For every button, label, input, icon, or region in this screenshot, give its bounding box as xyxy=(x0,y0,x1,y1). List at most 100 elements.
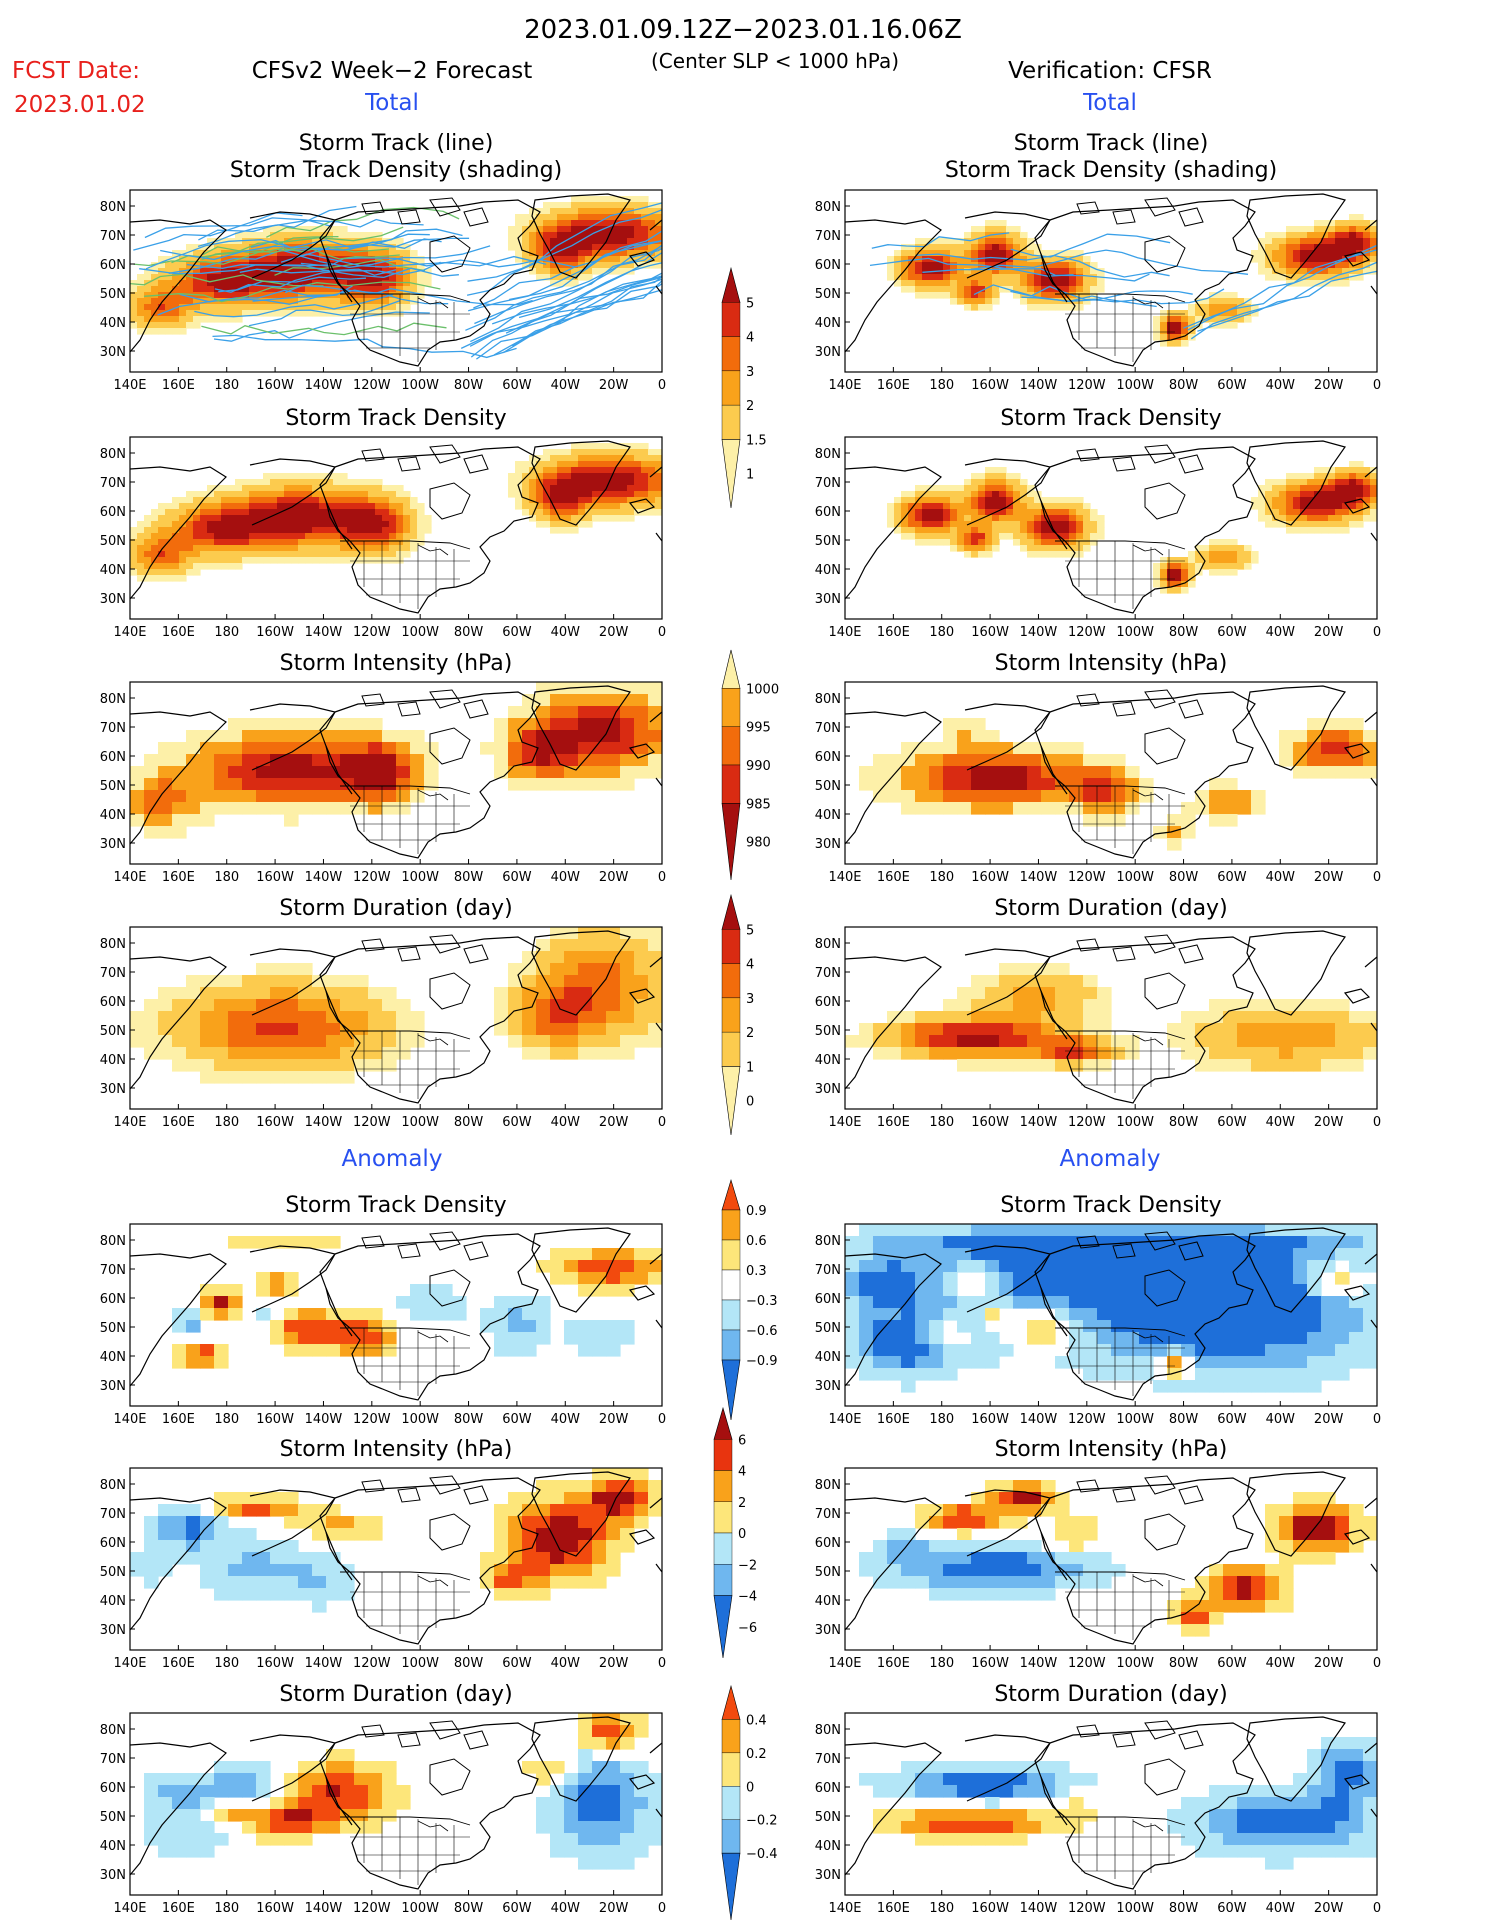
lon-tick-label: 120W xyxy=(1068,378,1106,393)
lat-tick-label: 30N xyxy=(100,1379,126,1394)
lon-tick-label: 60W xyxy=(1217,1115,1247,1130)
colorbar-tick-label: 4 xyxy=(738,1465,746,1480)
condition-subtitle: (Center SLP < 1000 hPa) xyxy=(651,49,899,73)
lon-tick-label: 140W xyxy=(305,625,343,640)
lat-tick-label: 50N xyxy=(100,1565,126,1580)
lon-tick-label: 80W xyxy=(454,1412,484,1427)
lon-tick-label: 160W xyxy=(256,1901,294,1916)
lat-tick-label: 70N xyxy=(100,966,126,981)
lon-tick-label: 180 xyxy=(929,1115,954,1130)
lon-tick-label: 140W xyxy=(1020,378,1058,393)
lon-tick-label: 160W xyxy=(256,1656,294,1671)
colorbar-tick-label: 990 xyxy=(746,759,771,774)
lat-tick-label: 30N xyxy=(815,1379,841,1394)
lon-tick-label: 180 xyxy=(929,1901,954,1916)
lon-tick-label: 80W xyxy=(454,378,484,393)
lon-tick-label: 80W xyxy=(1169,1412,1199,1427)
lon-tick-label: 20W xyxy=(599,870,629,885)
lat-tick-label: 40N xyxy=(815,1053,841,1068)
lon-tick-label: 0 xyxy=(1373,625,1381,640)
colorbar-tick-label: 0.3 xyxy=(746,1264,767,1279)
lon-tick-label: 0 xyxy=(1373,1901,1381,1916)
panel-title: Storm Intensity (hPa) xyxy=(995,651,1228,676)
lon-tick-label: 160W xyxy=(971,1412,1009,1427)
lon-tick-label: 0 xyxy=(1373,1656,1381,1671)
panel-title: Storm Intensity (hPa) xyxy=(280,651,513,676)
lon-tick-label: 0 xyxy=(1373,1412,1381,1427)
lon-tick-label: 180 xyxy=(214,625,239,640)
lat-tick-label: 80N xyxy=(815,1478,841,1493)
lon-tick-label: 160E xyxy=(877,378,910,393)
lon-tick-label: 120W xyxy=(1068,1412,1106,1427)
colorbar-tick-label: 3 xyxy=(746,992,754,1007)
lon-tick-label: 140E xyxy=(828,1901,861,1916)
lat-tick-label: 30N xyxy=(815,1868,841,1883)
lat-tick-label: 80N xyxy=(100,447,126,462)
lon-tick-label: 100W xyxy=(401,1656,439,1671)
lat-tick-label: 50N xyxy=(100,1024,126,1039)
lon-tick-label: 160W xyxy=(971,870,1009,885)
lon-tick-label: 60W xyxy=(1217,1901,1247,1916)
lon-tick-label: 20W xyxy=(1314,1412,1344,1427)
lon-tick-label: 40W xyxy=(551,1115,581,1130)
lat-tick-label: 40N xyxy=(815,316,841,331)
lat-tick-label: 40N xyxy=(100,563,126,578)
colorbar-duration_anom: 0.40.20−0.2−0.4 xyxy=(722,1686,778,1920)
lon-tick-label: 140E xyxy=(113,1656,146,1671)
lat-tick-label: 30N xyxy=(100,345,126,360)
lon-tick-label: 160W xyxy=(971,378,1009,393)
lon-tick-label: 120W xyxy=(1068,1656,1106,1671)
lat-tick-label: 50N xyxy=(815,1565,841,1580)
colorbar-tick-label: 980 xyxy=(746,836,771,851)
colorbar-tick-label: 2 xyxy=(746,1026,754,1041)
colorbar-tick-label: 3 xyxy=(746,365,754,380)
lat-tick-label: 80N xyxy=(815,200,841,215)
colorbar-tick-label: 2 xyxy=(746,399,754,414)
colorbar-tick-label: 985 xyxy=(746,797,771,812)
lon-tick-label: 0 xyxy=(658,1656,666,1671)
lon-tick-label: 160E xyxy=(162,1901,195,1916)
lon-tick-label: 40W xyxy=(1266,1115,1296,1130)
lat-tick-label: 80N xyxy=(100,1478,126,1493)
colorbar-tick-label: 5 xyxy=(746,296,754,311)
lon-tick-label: 160E xyxy=(162,625,195,640)
lon-tick-label: 60W xyxy=(1217,625,1247,640)
lat-tick-label: 50N xyxy=(815,1810,841,1825)
colorbar-tick-label: −4 xyxy=(738,1590,757,1605)
lon-tick-label: 140E xyxy=(113,625,146,640)
lon-tick-label: 140E xyxy=(828,1115,861,1130)
lon-tick-label: 60W xyxy=(1217,1412,1247,1427)
lon-tick-label: 80W xyxy=(454,1115,484,1130)
lon-tick-label: 100W xyxy=(401,1412,439,1427)
lat-tick-label: 40N xyxy=(100,316,126,331)
lon-tick-label: 160E xyxy=(877,1412,910,1427)
lon-tick-label: 100W xyxy=(401,870,439,885)
panel-title: Storm Duration (day) xyxy=(994,1682,1227,1707)
lon-tick-label: 0 xyxy=(1373,870,1381,885)
lat-tick-label: 60N xyxy=(815,1781,841,1796)
colorbar-tick-label: 0 xyxy=(746,1095,754,1110)
lat-tick-label: 70N xyxy=(100,1752,126,1767)
colorbar-tick-label: 1 xyxy=(746,1060,754,1075)
lat-tick-label: 30N xyxy=(815,345,841,360)
lat-tick-label: 40N xyxy=(100,808,126,823)
lat-tick-label: 40N xyxy=(100,1839,126,1854)
lon-tick-label: 140W xyxy=(1020,870,1058,885)
lat-tick-label: 80N xyxy=(815,447,841,462)
lon-tick-label: 180 xyxy=(929,1412,954,1427)
lat-tick-label: 30N xyxy=(100,837,126,852)
lon-tick-label: 140E xyxy=(828,378,861,393)
lon-tick-label: 180 xyxy=(929,378,954,393)
lon-tick-label: 20W xyxy=(1314,870,1344,885)
lon-tick-label: 80W xyxy=(1169,1901,1199,1916)
lat-tick-label: 60N xyxy=(815,1536,841,1551)
colorbar-tick-label: 5 xyxy=(746,923,754,938)
lon-tick-label: 0 xyxy=(658,870,666,885)
panel-title: Storm Track Density (shading) xyxy=(230,158,562,183)
lat-tick-label: 70N xyxy=(815,1752,841,1767)
lon-tick-label: 140W xyxy=(305,1901,343,1916)
lon-tick-label: 160W xyxy=(256,1412,294,1427)
